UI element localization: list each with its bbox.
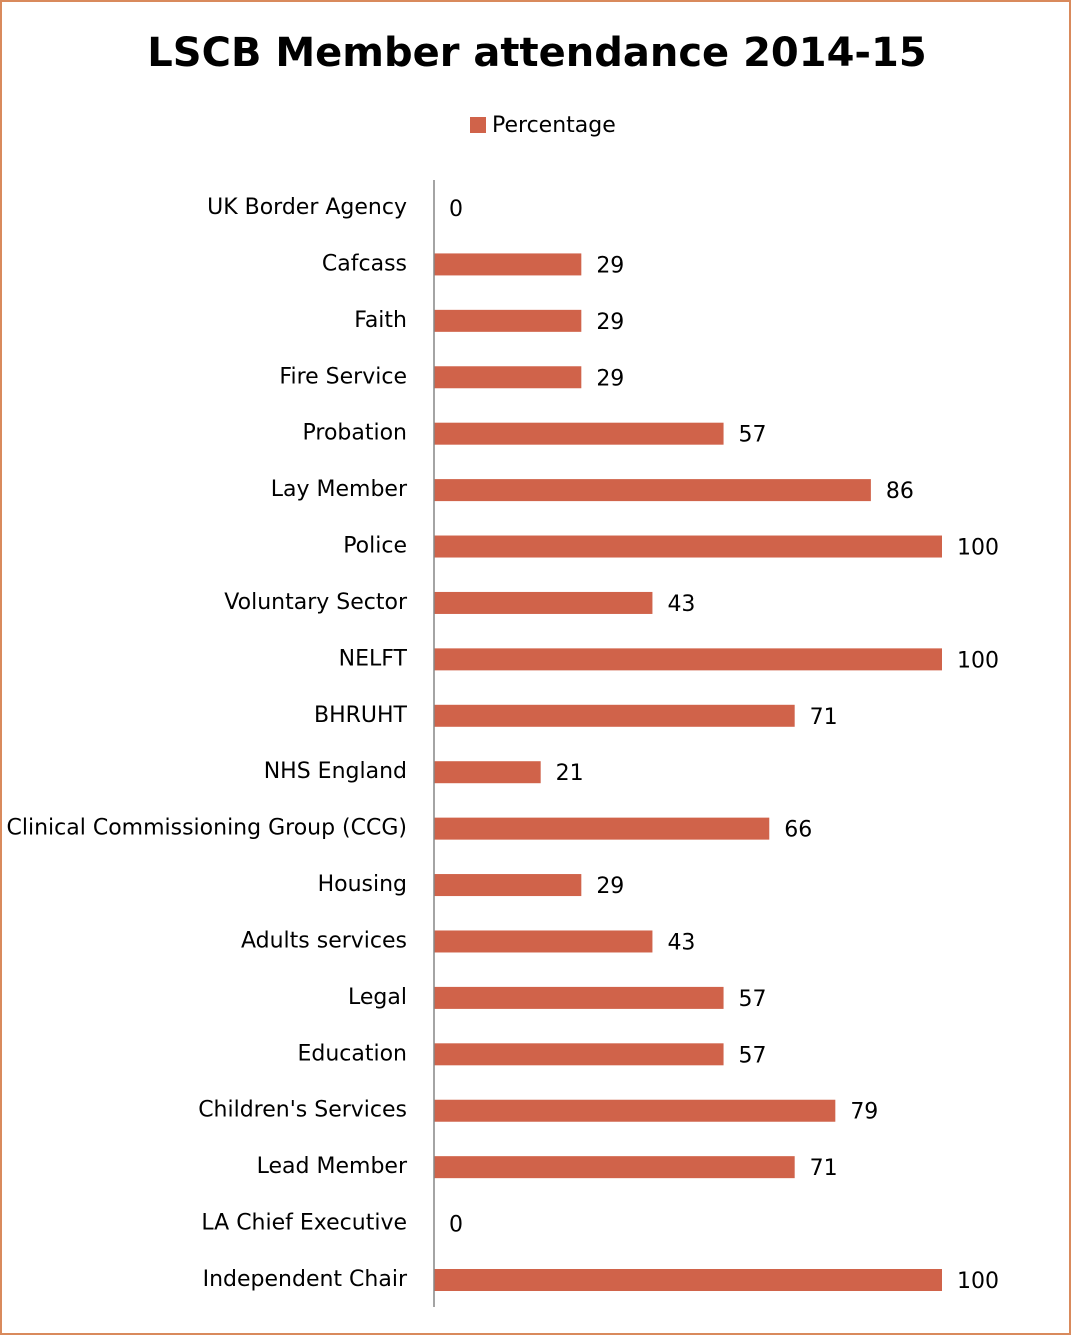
bar: [434, 366, 582, 389]
value-label: 29: [596, 310, 624, 335]
bar: [434, 704, 795, 727]
value-label: 79: [850, 1100, 878, 1125]
value-label: 29: [596, 366, 624, 391]
bar: [434, 253, 582, 276]
value-label: 71: [810, 705, 838, 730]
y-tick-label: Faith: [354, 308, 407, 333]
value-label: 57: [739, 423, 767, 448]
bar: [434, 648, 942, 671]
bar: [434, 1043, 724, 1066]
bar: [434, 1156, 795, 1179]
value-label: 66: [784, 818, 812, 843]
value-label: 57: [739, 987, 767, 1012]
value-label: 0: [449, 197, 463, 222]
y-tick-label: Education: [297, 1041, 407, 1066]
value-label: 29: [596, 253, 624, 278]
y-tick-label: Fire Service: [279, 364, 407, 389]
bar: [434, 309, 582, 332]
bar: [434, 874, 582, 897]
value-label: 43: [667, 592, 695, 617]
bar: [434, 422, 724, 445]
value-label: 29: [596, 874, 624, 899]
y-tick-label: Cafcass: [322, 251, 407, 276]
y-tick-label: Adults services: [241, 928, 407, 953]
value-label: 100: [957, 1269, 999, 1294]
y-tick-label: LA Chief Executive: [201, 1211, 407, 1236]
y-tick-label: Legal: [348, 985, 407, 1010]
value-label: 86: [886, 479, 914, 504]
bar: [434, 986, 724, 1009]
value-label: 21: [556, 761, 584, 786]
bar: [434, 930, 653, 953]
y-tick-label: Lay Member: [271, 477, 408, 502]
y-tick-label: Lead Member: [257, 1154, 408, 1179]
chart-title: LSCB Member attendance 2014-15: [147, 30, 926, 76]
value-label: 57: [739, 1043, 767, 1068]
legend-swatch: [470, 117, 486, 133]
value-label: 43: [667, 930, 695, 955]
y-tick-label: Voluntary Sector: [224, 590, 408, 615]
legend-label: Percentage: [492, 113, 616, 138]
value-label: 0: [449, 1213, 463, 1238]
bar: [434, 761, 541, 784]
y-tick-label: Housing: [318, 872, 407, 897]
value-label: 100: [957, 536, 999, 561]
y-tick-label: BHRUHT: [314, 703, 408, 728]
y-tick-label: Clinical Commissioning Group (CCG): [7, 816, 407, 841]
bar: [434, 479, 871, 502]
y-tick-label: Children's Services: [198, 1098, 407, 1123]
y-tick-label: Police: [343, 534, 407, 559]
bar: [434, 1099, 836, 1122]
bar: [434, 817, 770, 840]
bar: [434, 591, 653, 614]
y-tick-label: UK Border Agency: [207, 195, 407, 220]
y-tick-label: NHS England: [264, 759, 407, 784]
y-tick-label: Independent Chair: [203, 1267, 408, 1292]
value-label: 100: [957, 648, 999, 673]
bar: [434, 1269, 942, 1291]
y-tick-label: Probation: [303, 421, 408, 446]
y-tick-label: NELFT: [339, 646, 408, 671]
bar: [434, 535, 942, 558]
value-label: 71: [810, 1156, 838, 1181]
